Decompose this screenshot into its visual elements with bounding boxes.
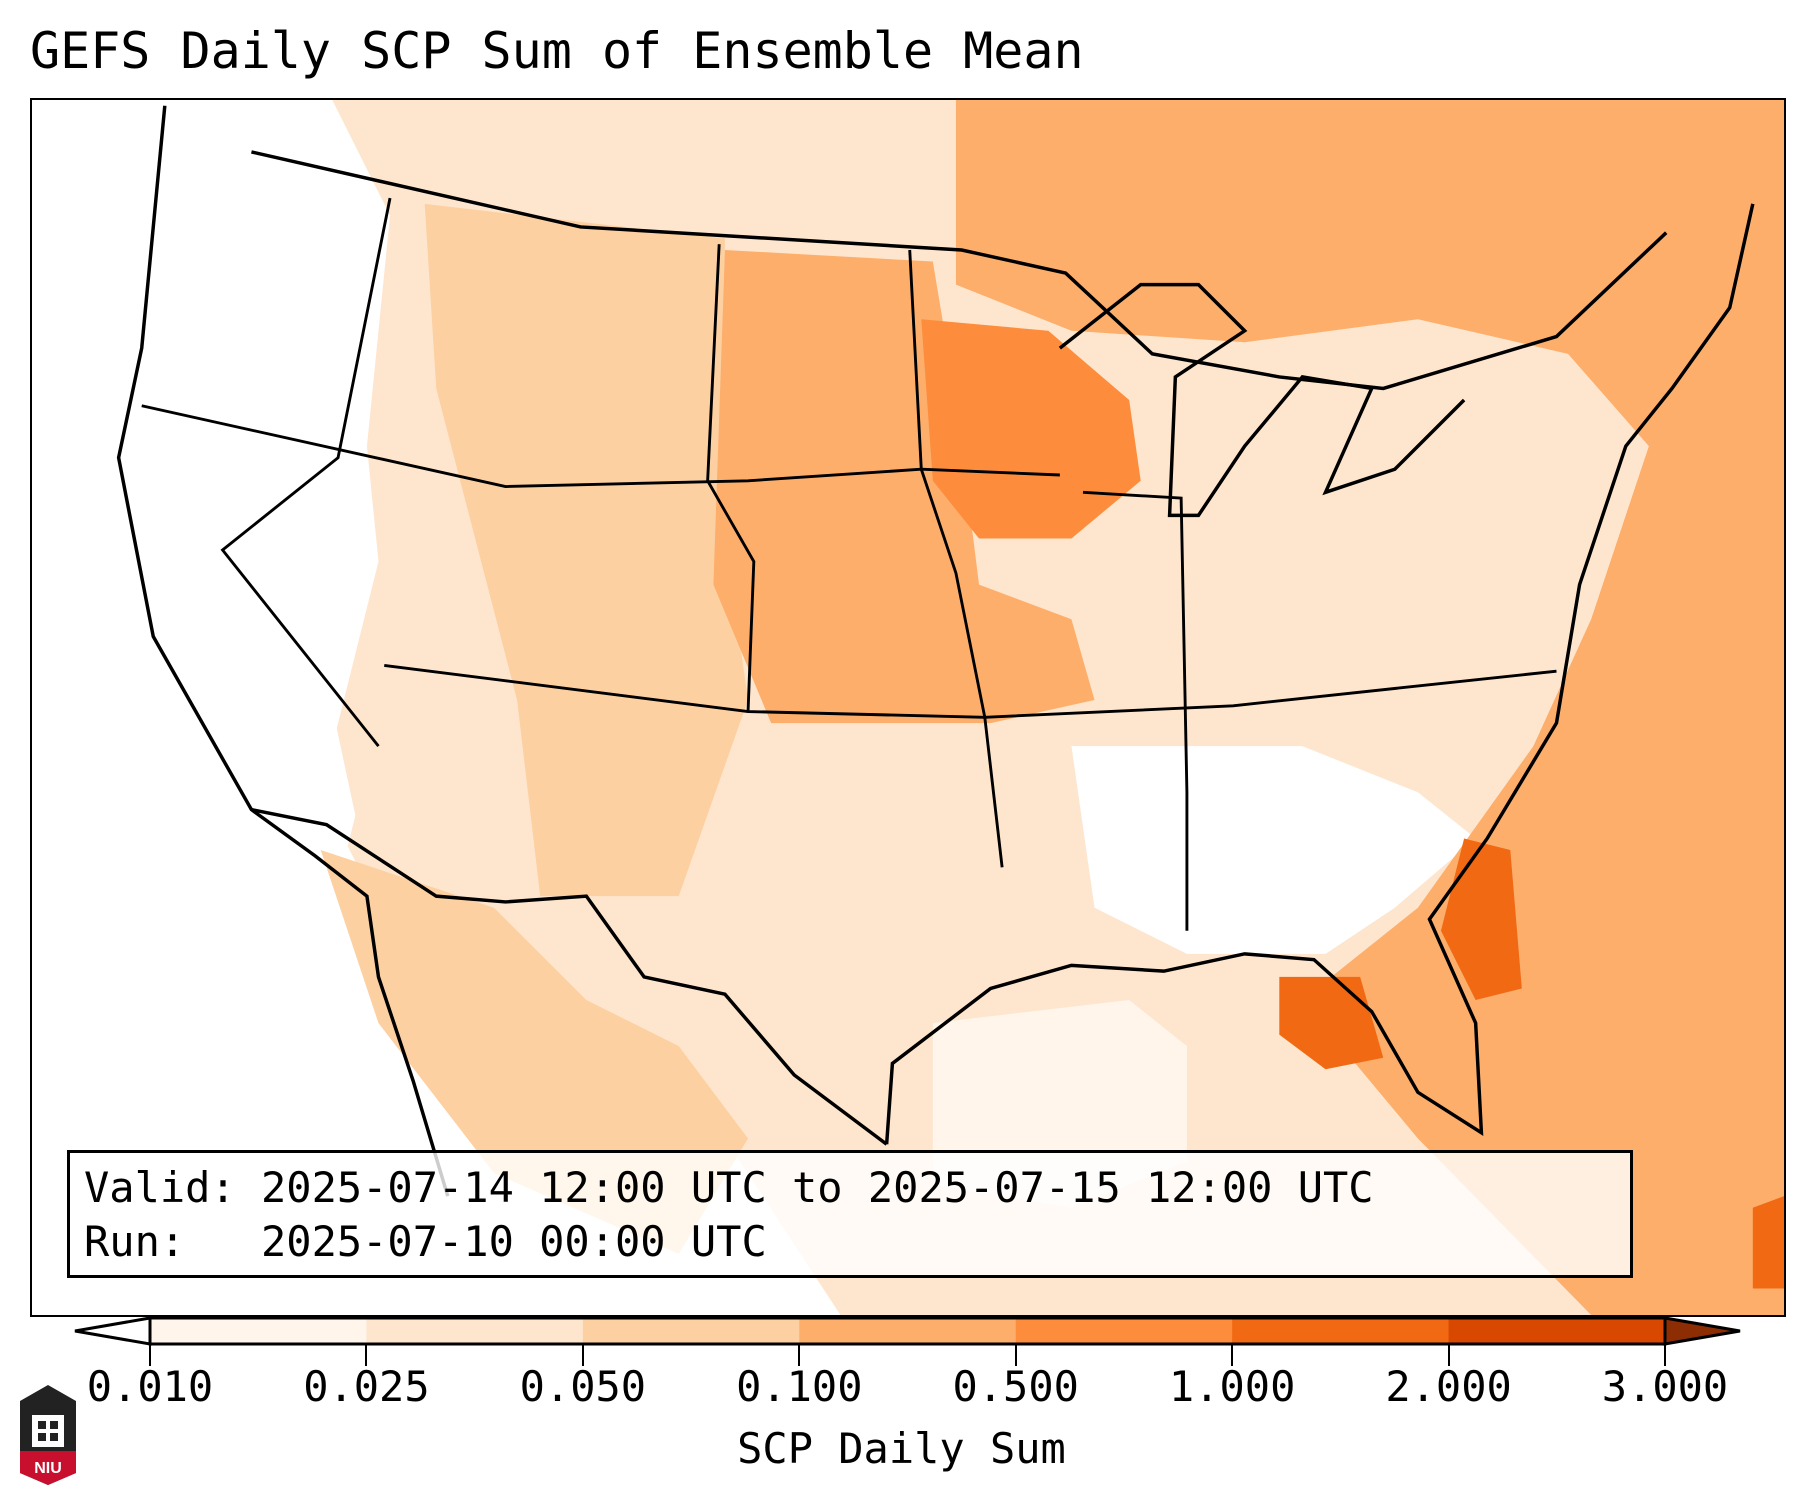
- colorbar-tick-label: 0.050: [519, 1362, 647, 1411]
- svg-text:NIU: NIU: [34, 1460, 62, 1477]
- colorbar-tick: [798, 1344, 801, 1366]
- colorbar-label: SCP Daily Sum: [0, 1424, 1803, 1473]
- colorbar-segment: [582, 1318, 800, 1344]
- state-lines: [706, 244, 756, 712]
- colorbar-tick-label: 0.100: [736, 1362, 863, 1411]
- colorbar-extend-high: [1663, 1316, 1741, 1346]
- field-1.0-offshore: [1440, 838, 1522, 1000]
- state-lines: [220, 197, 392, 748]
- field-0.5-upper-midwest: [921, 319, 1141, 539]
- colorbar-label-text: SCP Daily Sum: [737, 1424, 1066, 1473]
- valid-line: Valid: 2025-07-14 12:00 UTC to 2025-07-1…: [84, 1163, 1374, 1212]
- coastline-west: [116, 105, 450, 1197]
- field-0.1-canada-east: [955, 100, 1784, 447]
- field-0.1-offshore: [1302, 423, 1784, 1315]
- heatmap-field: [32, 100, 1784, 1315]
- field-1.0-caribbean: [1752, 1196, 1784, 1289]
- state-lines: [1082, 490, 1189, 931]
- colorbar-tick-label: 1.000: [1168, 1362, 1296, 1411]
- colorbar-segment: [150, 1318, 367, 1344]
- great-lakes: [1058, 282, 1466, 518]
- field-white-southeast: [1071, 746, 1476, 954]
- colorbar-tick: [1231, 1344, 1234, 1366]
- coastline-gulf-east: [884, 203, 1755, 1145]
- niu-logo: NIU: [20, 1385, 76, 1485]
- colorbar-tick: [1014, 1344, 1017, 1366]
- colorbar-tick-label: 0.010: [86, 1362, 214, 1411]
- colorbar-extend-low: [74, 1316, 152, 1346]
- field-white-west: [32, 100, 391, 908]
- colorbar-tick: [365, 1344, 368, 1366]
- field-0.1-plains: [713, 250, 1095, 724]
- colorbar: [0, 1316, 1803, 1346]
- colorbar-tick: [581, 1344, 584, 1366]
- colorbar-segment: [1015, 1318, 1233, 1344]
- chart-title: GEFS Daily SCP Sum of Ensemble Mean: [30, 22, 1084, 80]
- valid-time-box: Valid: 2025-07-14 12:00 UTC to 2025-07-1…: [67, 1150, 1633, 1278]
- border-mexico: [251, 807, 888, 1146]
- colorbar-segment: [1448, 1318, 1666, 1344]
- colorbar-tick: [1447, 1344, 1450, 1366]
- colorbar-tick-label: 2.000: [1385, 1362, 1512, 1411]
- colorbar-segment: [366, 1318, 584, 1344]
- colorbar-tick-label: 0.500: [952, 1362, 1079, 1411]
- colorbar-tick-label: 0.025: [303, 1362, 430, 1411]
- colorbar-frame: [148, 1316, 1667, 1346]
- state-lines: [141, 404, 1060, 488]
- state-lines: [908, 249, 1004, 868]
- map-panel: [30, 98, 1786, 1317]
- run-line: Run: 2025-07-10 00:00 UTC: [84, 1217, 767, 1266]
- colorbar-segment: [1232, 1318, 1450, 1344]
- colorbar-tick: [1664, 1344, 1666, 1366]
- colorbar-tick-label: 3.000: [1601, 1362, 1729, 1411]
- field-0.05-rockies: [424, 203, 749, 897]
- colorbar-tick: [149, 1344, 151, 1366]
- border-canada: [251, 150, 1668, 391]
- colorbar-segment: [799, 1318, 1017, 1344]
